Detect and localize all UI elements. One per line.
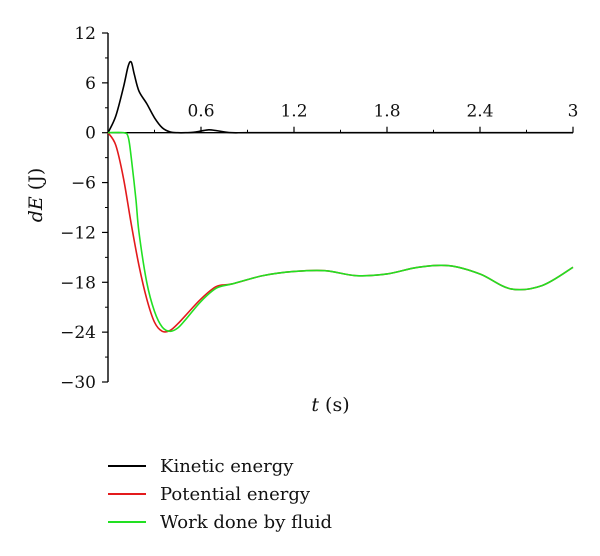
- y-tick-label: −6: [71, 174, 96, 194]
- legend-item-work: Work done by fluid: [108, 508, 332, 536]
- x-axis-title: t (s): [311, 394, 349, 416]
- ticks: 12 6 0 −6 −12 −18 −24 −30 0.6 1.2 1.8 2.4 3: [60, 24, 578, 393]
- x-tick-label: 0.6: [187, 102, 214, 122]
- x-axis-variable: t: [311, 394, 319, 416]
- legend-swatch-kinetic: [108, 465, 146, 467]
- series-lines: [107, 60, 574, 333]
- y-axis-unit: (J): [25, 168, 47, 196]
- series-line-work: [107, 131, 574, 333]
- x-tick-label: 1.2: [280, 102, 307, 122]
- legend-swatch-potential: [108, 493, 146, 495]
- legend-item-potential: Potential energy: [108, 480, 332, 508]
- series-line-kinetic: [107, 60, 573, 134]
- y-tick-label: −30: [60, 373, 96, 393]
- axes: [107, 33, 573, 382]
- x-tick-label: 3: [568, 102, 579, 122]
- legend-label-potential: Potential energy: [160, 483, 311, 505]
- legend-item-kinetic: Kinetic energy: [108, 452, 332, 480]
- y-tick-label: 0: [85, 124, 96, 144]
- x-tick-label: 2.4: [466, 102, 493, 122]
- y-axis-variable: dE: [25, 196, 47, 222]
- y-tick-label: −18: [60, 273, 96, 293]
- line-chart: 12 6 0 −6 −12 −18 −24 −30 0.6 1.2 1.8 2.4 3 t (s) dE…: [25, 24, 578, 416]
- legend-label-work: Work done by fluid: [160, 511, 332, 533]
- legend: Kinetic energy Potential energy Work don…: [108, 452, 332, 536]
- legend-swatch-work: [108, 521, 146, 523]
- legend-label-kinetic: Kinetic energy: [160, 455, 294, 477]
- series-line-potential: [107, 132, 574, 333]
- x-axis-unit: (s): [319, 394, 350, 416]
- y-tick-label: 6: [85, 74, 96, 94]
- x-tick-label: 1.8: [373, 102, 400, 122]
- y-tick-label: −24: [60, 323, 96, 343]
- y-tick-label: 12: [74, 24, 96, 44]
- y-axis-title: dE (J): [25, 168, 47, 223]
- y-tick-label: −12: [60, 223, 96, 243]
